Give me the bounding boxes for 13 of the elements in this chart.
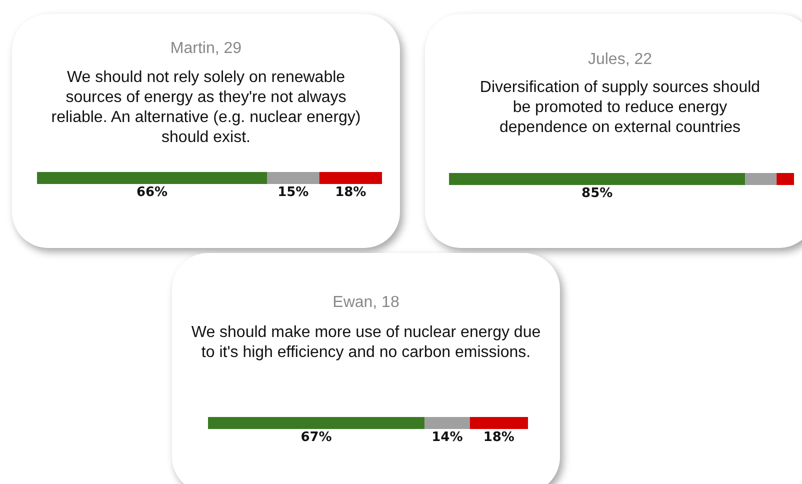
- data-label: 66%: [136, 185, 168, 200]
- chart-title: Jules, 22: [586, 51, 654, 69]
- data-label: 85%: [582, 186, 613, 201]
- data-label: 14%: [432, 430, 463, 445]
- data-label: 18%: [483, 430, 514, 445]
- chart-subtitle: Diversification of supply sources should be promoted to reduce energy dependence on external countries: [478, 78, 762, 138]
- data-label: 67%: [300, 430, 332, 445]
- chart-subtitle: We should not rely solely on renewable sources of energy as they're not always reliable. An alternative (e.g. nuclear energy) should exist.: [50, 68, 362, 148]
- chart-title: Ewan, 18: [332, 294, 400, 312]
- chart-title: Martin, 29: [169, 40, 243, 58]
- chart-subtitle: We should make more use of nuclear energy due to it's high efficiency and no carbon emissions.: [191, 323, 541, 363]
- data-label: 15%: [278, 185, 309, 200]
- data-label: 18%: [335, 185, 366, 200]
